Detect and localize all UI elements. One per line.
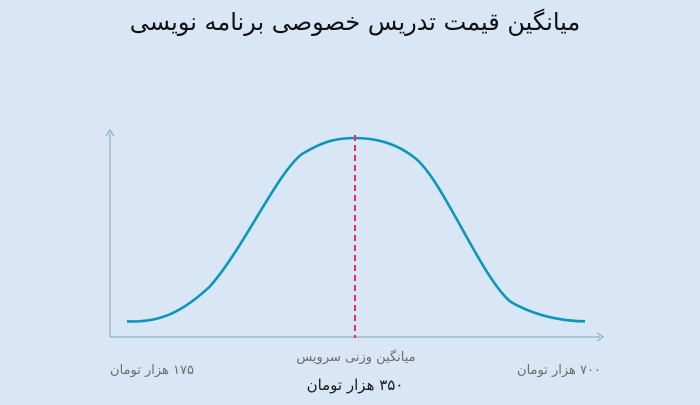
x-label-max: ۷۰۰ هزار تومان [517, 363, 601, 378]
x-label-mean: ۳۵۰ هزار تومان [307, 376, 404, 394]
center-caption: میانگین وزنی سرویس [296, 349, 415, 365]
x-axis-arrow [596, 332, 605, 342]
chart-title: میانگین قیمت تدریس خصوصی برنامه نویسی [130, 8, 581, 36]
x-label-min: ۱۷۵ هزار تومان [110, 363, 194, 378]
y-axis-arrow [105, 128, 115, 137]
